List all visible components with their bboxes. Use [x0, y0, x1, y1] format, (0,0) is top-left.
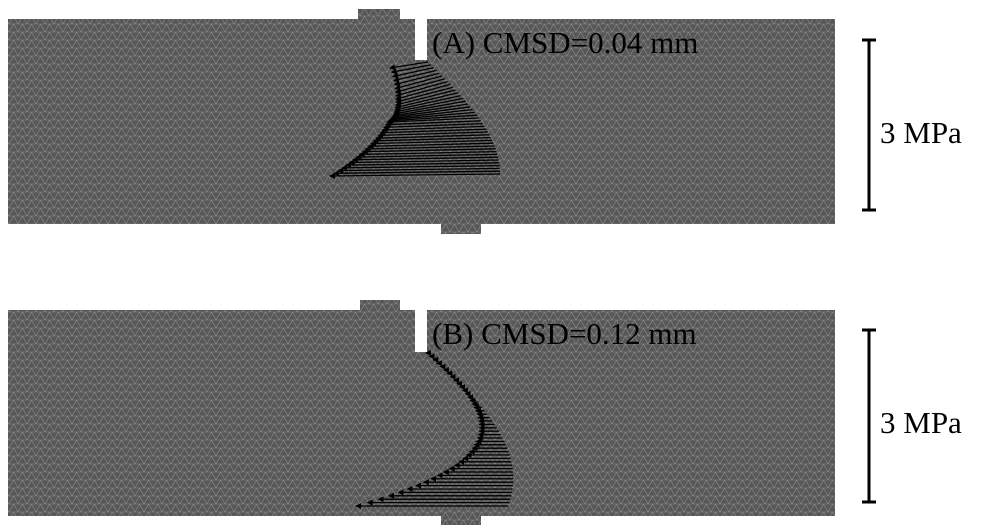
panel-b: (B) CMSD=0.12 mm 3 MPa	[8, 300, 962, 525]
scale-bar	[862, 330, 876, 502]
panel-label: (A) CMSD=0.04 mm	[432, 25, 698, 60]
panel-a: (A) CMSD=0.04 mm 3 MPa	[8, 9, 962, 234]
notch	[415, 308, 427, 352]
panel-label: (B) CMSD=0.12 mm	[432, 316, 697, 351]
scale-bar	[862, 40, 876, 210]
scale-label: 3 MPa	[880, 405, 962, 440]
support-bottom	[441, 222, 481, 234]
scale-label: 3 MPa	[880, 115, 962, 150]
notch	[415, 17, 427, 60]
figure: (A) CMSD=0.04 mm 3 MPa (B) CMSD=0.12 mm …	[0, 0, 995, 525]
support-bottom	[441, 514, 481, 525]
